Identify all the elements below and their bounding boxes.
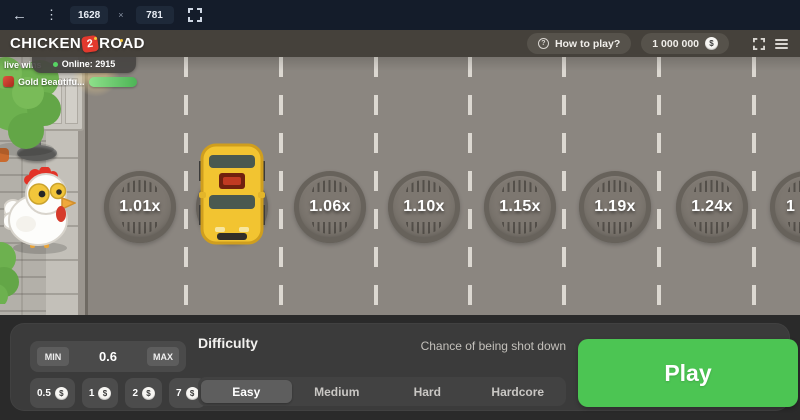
online-counter: Online: 2915 (32, 57, 136, 73)
manhole-hatch (122, 180, 158, 192)
play-button[interactable]: Play (578, 339, 798, 407)
multiplier-label: 1.15x (499, 198, 541, 215)
quick-bet-label: 0.5 (37, 387, 51, 399)
info-icon: ? (537, 38, 549, 49)
back-icon[interactable]: ← (12, 6, 27, 24)
live-win-entry[interactable]: Gold Beautifu... (3, 76, 137, 87)
lane-divider (657, 57, 661, 315)
difficulty-label: Difficulty (198, 335, 258, 351)
game-scene: 1.01x 1.06x 1.10x 1.15x 1.19x (0, 57, 800, 315)
multiplier-label: 1.10x (403, 198, 445, 215)
tab-easy[interactable]: Easy (201, 380, 292, 403)
manhole-hatch (694, 222, 730, 234)
lane-divider (184, 57, 188, 315)
manhole-multiplier-6: 1.19x (579, 171, 651, 243)
logo-dot (120, 39, 123, 42)
taxi-sprite (196, 143, 268, 252)
multiplier-label: 1.24x (691, 198, 733, 215)
quick-bet-label: 2 (132, 387, 139, 399)
manhole-hatch (502, 180, 538, 192)
tab-hard[interactable]: Hard (413, 384, 441, 399)
lane-divider (279, 57, 283, 315)
chicken-road-logo: CHICKEN 2 ROAD (10, 34, 145, 53)
menu-icon[interactable] (775, 38, 788, 49)
max-bet-button[interactable]: MAX (147, 347, 179, 366)
expand-icon[interactable] (753, 37, 765, 50)
manhole-multiplier-5: 1.15x (484, 171, 556, 243)
manhole-hatch (597, 222, 633, 234)
lamp-post-base (17, 145, 57, 161)
lane-divider (752, 57, 756, 315)
manhole-multiplier-1: 1.01x (104, 171, 176, 243)
multiplier-label: 1.19x (594, 198, 636, 215)
online-dot-icon (52, 61, 58, 67)
multiplier-label: 1.01x (119, 198, 161, 215)
viewport-height-field[interactable]: 781 (135, 6, 174, 24)
quick-bet-0.5-button[interactable]: 0.5 $ (30, 378, 75, 408)
online-count: Online: 2915 (61, 59, 116, 69)
manhole-multiplier-7: 1.24x (676, 171, 748, 243)
manhole-multiplier-3: 1.06x (294, 171, 366, 243)
how-to-play-label: How to play? (554, 37, 621, 50)
coin-icon: $ (705, 37, 718, 50)
game-thumbnail-icon (3, 76, 14, 87)
dimension-separator: × (118, 10, 124, 20)
tab-hardcore[interactable]: Hardcore (491, 384, 545, 399)
fullscreen-icon[interactable] (187, 8, 202, 22)
coin-icon: $ (142, 386, 156, 400)
bush-sprite (0, 240, 28, 309)
bet-amount-control: MIN 0.6 MAX (30, 341, 186, 372)
win-amount-badge (88, 76, 137, 87)
curb-edge (78, 57, 88, 315)
manhole-multiplier-4: 1.10x (388, 171, 460, 243)
game-header: CHICKEN 2 ROAD ? How to play? 1 000 000 … (0, 30, 800, 57)
chance-label: Chance of being shot down (420, 339, 566, 353)
browser-toolbar: ← ⋮ 1628 × 781 (0, 0, 800, 30)
controls-panel: MIN 0.6 MAX 0.5 $ 1 $ 2 $ 7 (10, 323, 798, 411)
manhole-hatch (694, 180, 730, 192)
kebab-menu-icon[interactable]: ⋮ (45, 7, 58, 22)
lane-divider (562, 57, 566, 315)
logo-text-road: ROAD (99, 35, 145, 52)
manhole-hatch (406, 222, 442, 234)
coin-icon: $ (185, 386, 199, 400)
bet-controls-bar: MIN 0.6 MAX 0.5 $ 1 $ 2 $ 7 (0, 315, 800, 420)
manhole-hatch (406, 180, 442, 192)
manhole-hatch (312, 180, 348, 192)
manhole-hatch (312, 222, 348, 234)
quick-bet-2-button[interactable]: 2 $ (125, 378, 163, 408)
balance-value: 1 000 000 (652, 37, 699, 50)
manhole-hatch (502, 222, 538, 234)
logo-dot (94, 37, 97, 40)
how-to-play-button[interactable]: ? How to play? (526, 33, 632, 54)
min-bet-button[interactable]: MIN (37, 347, 69, 366)
multiplier-label: 1 (786, 198, 796, 215)
logo-text-chicken: CHICKEN (10, 35, 82, 52)
manhole-multiplier-8: 1 (770, 171, 800, 243)
difficulty-tabs: Easy Medium Hard Hardcore (198, 377, 566, 406)
multiplier-label: 1.06x (309, 198, 351, 215)
quick-bet-label: 7 (176, 387, 182, 399)
viewport-width-field[interactable]: 1628 (70, 6, 109, 24)
quick-bet-1-button[interactable]: 1 $ (81, 378, 119, 408)
live-wins-title: live wins (4, 60, 42, 70)
coin-icon: $ (54, 386, 68, 400)
lane-divider (468, 57, 472, 315)
manhole-hatch (597, 180, 633, 192)
quick-bet-label: 1 (88, 387, 95, 399)
hydrant (0, 148, 9, 162)
manhole-hatch (122, 222, 158, 234)
winner-name: Gold Beautifu... (18, 76, 85, 87)
balance-display[interactable]: 1 000 000 $ (641, 33, 729, 54)
tab-medium[interactable]: Medium (314, 384, 360, 399)
chicken-sprite (2, 166, 77, 260)
quick-bet-buttons: 0.5 $ 1 $ 2 $ 7 $ (30, 378, 206, 408)
coin-icon: $ (98, 386, 112, 400)
lane-divider (374, 57, 378, 315)
bet-amount-value[interactable]: 0.6 (98, 349, 118, 364)
